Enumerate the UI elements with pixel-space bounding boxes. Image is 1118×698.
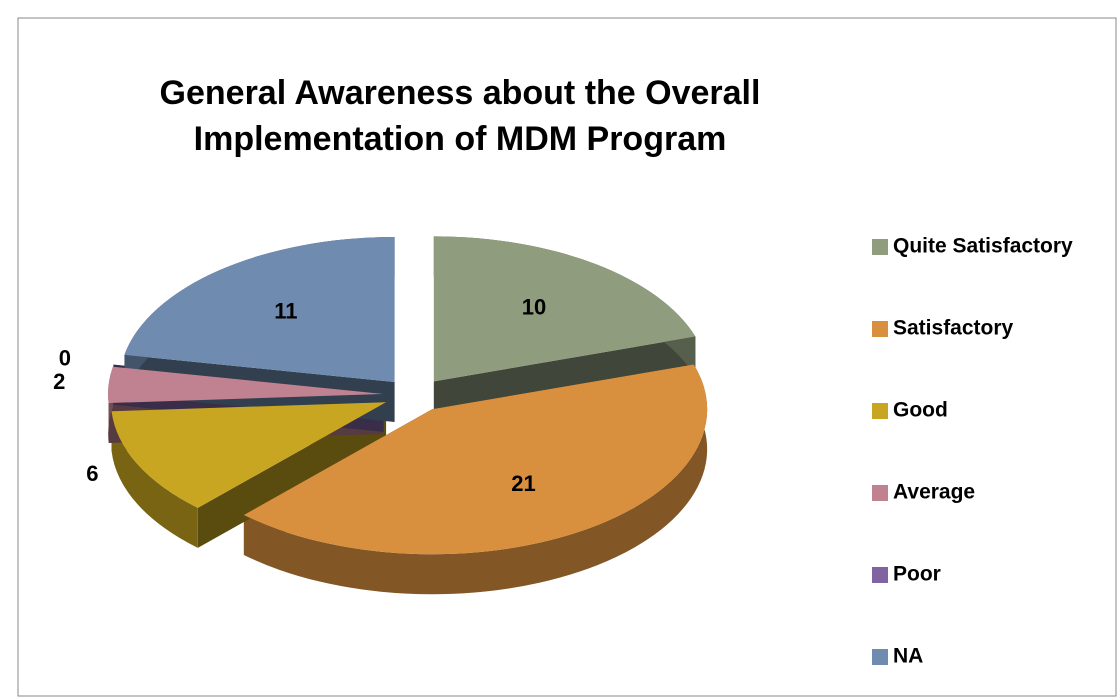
legend-swatch bbox=[872, 239, 888, 255]
legend-label: NA bbox=[893, 645, 923, 668]
legend-label: Average bbox=[893, 481, 975, 504]
data-label: 0 bbox=[59, 346, 71, 371]
data-label: 11 bbox=[274, 299, 297, 324]
slice-side bbox=[111, 411, 198, 548]
legend-label: Satisfactory bbox=[893, 317, 1014, 340]
pie-slice bbox=[111, 402, 387, 508]
legend-swatch bbox=[872, 649, 888, 665]
legend-swatch bbox=[872, 567, 888, 583]
pie-slice bbox=[433, 236, 696, 382]
pie-slice bbox=[108, 366, 384, 404]
legend-label: Poor bbox=[893, 563, 941, 586]
pie-slice bbox=[243, 364, 708, 555]
legend-swatch bbox=[872, 403, 888, 419]
chart-title: General Awareness about the Overall Impl… bbox=[159, 74, 761, 158]
slice-side bbox=[243, 364, 708, 595]
legend-label: Good bbox=[893, 399, 948, 422]
pie-slice bbox=[124, 237, 395, 382]
data-label: 6 bbox=[86, 461, 98, 486]
legend-swatch bbox=[872, 321, 888, 337]
legend-swatch bbox=[872, 485, 888, 501]
data-label: 21 bbox=[511, 471, 535, 496]
legend-label: Quite Satisfactory bbox=[893, 235, 1073, 258]
data-label: 10 bbox=[522, 294, 546, 319]
data-label: 2 bbox=[53, 369, 65, 394]
